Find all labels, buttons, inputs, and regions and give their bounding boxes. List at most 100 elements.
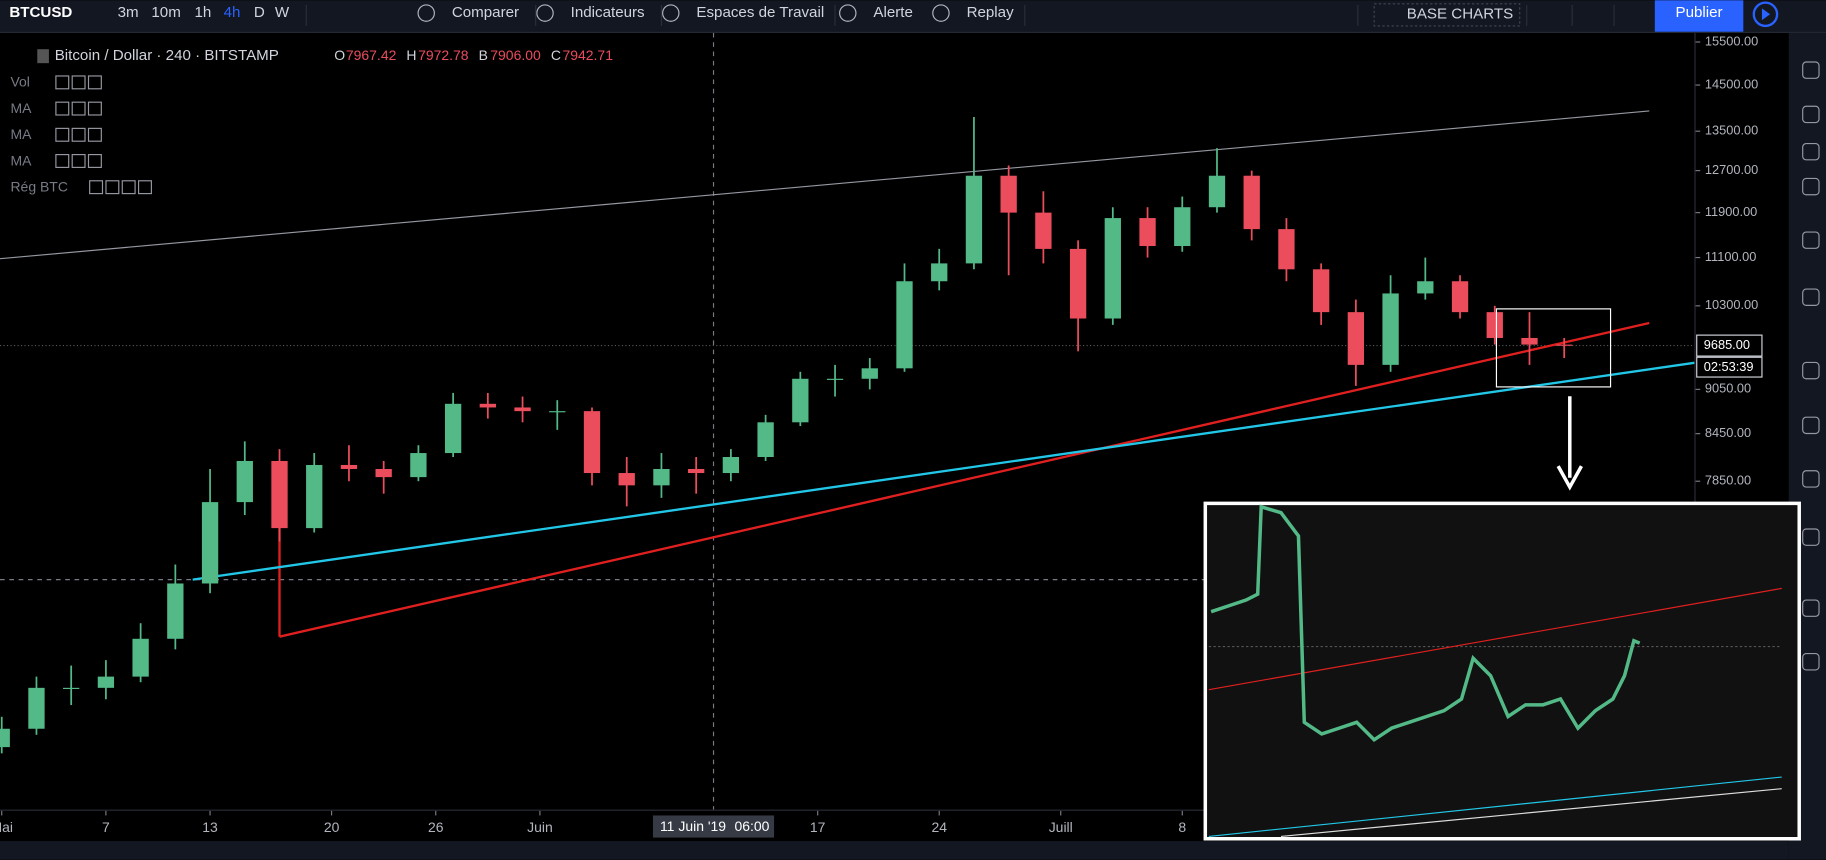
y-tick-label: 11900.00 (1705, 204, 1757, 219)
candle-body (826, 378, 844, 380)
candle-body (583, 411, 601, 474)
interval[interactable]: W (275, 4, 290, 21)
layout-name[interactable]: BASE CHARTS (1407, 5, 1513, 22)
indicator-button[interactable] (71, 127, 86, 142)
ohlc-value: 7967.42 (346, 47, 397, 63)
candle-body (653, 468, 670, 486)
x-tick-label: Juill (1049, 819, 1073, 835)
interval[interactable]: 3m (118, 4, 139, 21)
toolbar-button[interactable]: Replay (967, 4, 1015, 21)
candle-body (1451, 281, 1469, 313)
sidebar-icon[interactable] (1802, 361, 1820, 380)
publish-label[interactable]: Publier (1676, 4, 1723, 21)
indicator-button[interactable] (87, 75, 102, 90)
indicator-button[interactable] (55, 101, 70, 116)
interval[interactable]: 4h (224, 4, 241, 21)
candle-body (1417, 281, 1434, 294)
sidebar-icon[interactable] (1802, 599, 1820, 617)
countdown-box (1696, 356, 1763, 378)
toolbar-items: BTCUSD 3m 10m 1h 4h D W Comparer Indicateurs Espa… (9, 3, 1615, 27)
candle-body (1104, 218, 1121, 319)
inset-frame (1203, 501, 1801, 841)
ohlc-value: 7906.00 (490, 47, 541, 63)
indicator-button[interactable] (87, 154, 102, 168)
candle-body (1347, 312, 1365, 365)
last-price-label: 9685.00 (1704, 337, 1750, 352)
y-tick-label: 11100.00 (1705, 249, 1756, 264)
zoom-box (1495, 308, 1612, 388)
indicator-button[interactable] (121, 180, 136, 195)
ohlc-value: 7942.71 (562, 47, 613, 63)
play-icon[interactable] (1752, 1, 1779, 28)
ohlc-key: H (406, 47, 416, 63)
y-tick-label: 12700.00 (1705, 162, 1758, 177)
toolbar-button[interactable]: Espaces de Travail (696, 4, 824, 21)
axes: 15500.00 14500.00 13500.00 12700.00 11900.00… (0, 33, 1763, 838)
candle-body (618, 473, 635, 486)
indicator-button[interactable] (71, 75, 86, 90)
toolbar-icon (839, 4, 857, 22)
indicator-button[interactable] (105, 180, 120, 195)
sidebar-icon[interactable] (1802, 61, 1820, 79)
toolbar-icon (662, 4, 680, 22)
indicator-button[interactable] (71, 101, 86, 116)
crosshair-time: 06:00 (734, 818, 769, 834)
sidebar-icon[interactable] (1802, 142, 1820, 161)
interval[interactable]: 1h (194, 4, 211, 21)
candle-body (1312, 269, 1330, 313)
zoom-arrow-head (1556, 465, 1583, 491)
candle-body (1035, 212, 1052, 249)
y-tick-label: 9050.00 (1705, 381, 1751, 396)
toolbar-button[interactable]: Comparer (452, 4, 519, 21)
candle-body (0, 728, 10, 748)
candle-body (722, 457, 740, 474)
last-price-box (1696, 334, 1763, 357)
x-tick-label: Mai (0, 819, 13, 835)
indicator-button[interactable] (71, 154, 86, 168)
candle-body (1278, 229, 1295, 270)
candle-body (931, 263, 948, 282)
sidebar-icon[interactable] (1802, 231, 1820, 249)
candle-body (1069, 248, 1087, 319)
candle-body (28, 687, 45, 729)
sidebar-icon[interactable] (1802, 470, 1820, 488)
candle-body (688, 468, 705, 474)
indicator-name: Rég BTC (10, 178, 67, 194)
indicator-button[interactable] (137, 180, 152, 195)
y-tick-label: 7850.00 (1705, 473, 1751, 488)
sidebar-icon[interactable] (1802, 653, 1820, 671)
toolbar-button[interactable]: Indicateurs (571, 4, 645, 21)
indicator-button[interactable] (87, 101, 102, 116)
sidebar-icon[interactable] (1802, 105, 1820, 124)
plot-area (0, 32, 1695, 810)
interval[interactable]: D (254, 4, 265, 21)
ohlc-value: 7972.78 (418, 47, 469, 63)
interval[interactable]: 10m (151, 4, 180, 21)
bottom-toolbar (0, 841, 1789, 860)
sidebar-icon[interactable] (1802, 416, 1820, 435)
candle-body (340, 464, 358, 469)
candle-body (757, 422, 774, 458)
toolbar (0, 0, 1826, 32)
indicator-button[interactable] (87, 127, 102, 142)
candle-body (549, 411, 566, 413)
y-tick-label: 15500.00 (1705, 33, 1758, 48)
candle-body (479, 403, 496, 408)
indicator-button[interactable] (55, 75, 70, 90)
crosshair-date: 11 Juin '19 (660, 818, 726, 834)
sidebar-icon[interactable] (1802, 177, 1820, 196)
indicator-button[interactable] (55, 154, 70, 168)
candle-body (861, 368, 878, 379)
trend-line (279, 321, 1650, 638)
toolbar-icon (417, 4, 435, 22)
indicator-button[interactable] (89, 180, 104, 195)
symbol[interactable]: BTCUSD (9, 4, 72, 21)
candle-body (236, 460, 253, 503)
indicator-button[interactable] (55, 127, 70, 142)
sidebar-icon[interactable] (1802, 528, 1820, 546)
sidebar-icon[interactable] (1802, 288, 1820, 306)
publish-button[interactable] (1654, 0, 1744, 32)
toolbar-button[interactable]: Alerte (873, 4, 913, 21)
candle-body (444, 403, 462, 454)
